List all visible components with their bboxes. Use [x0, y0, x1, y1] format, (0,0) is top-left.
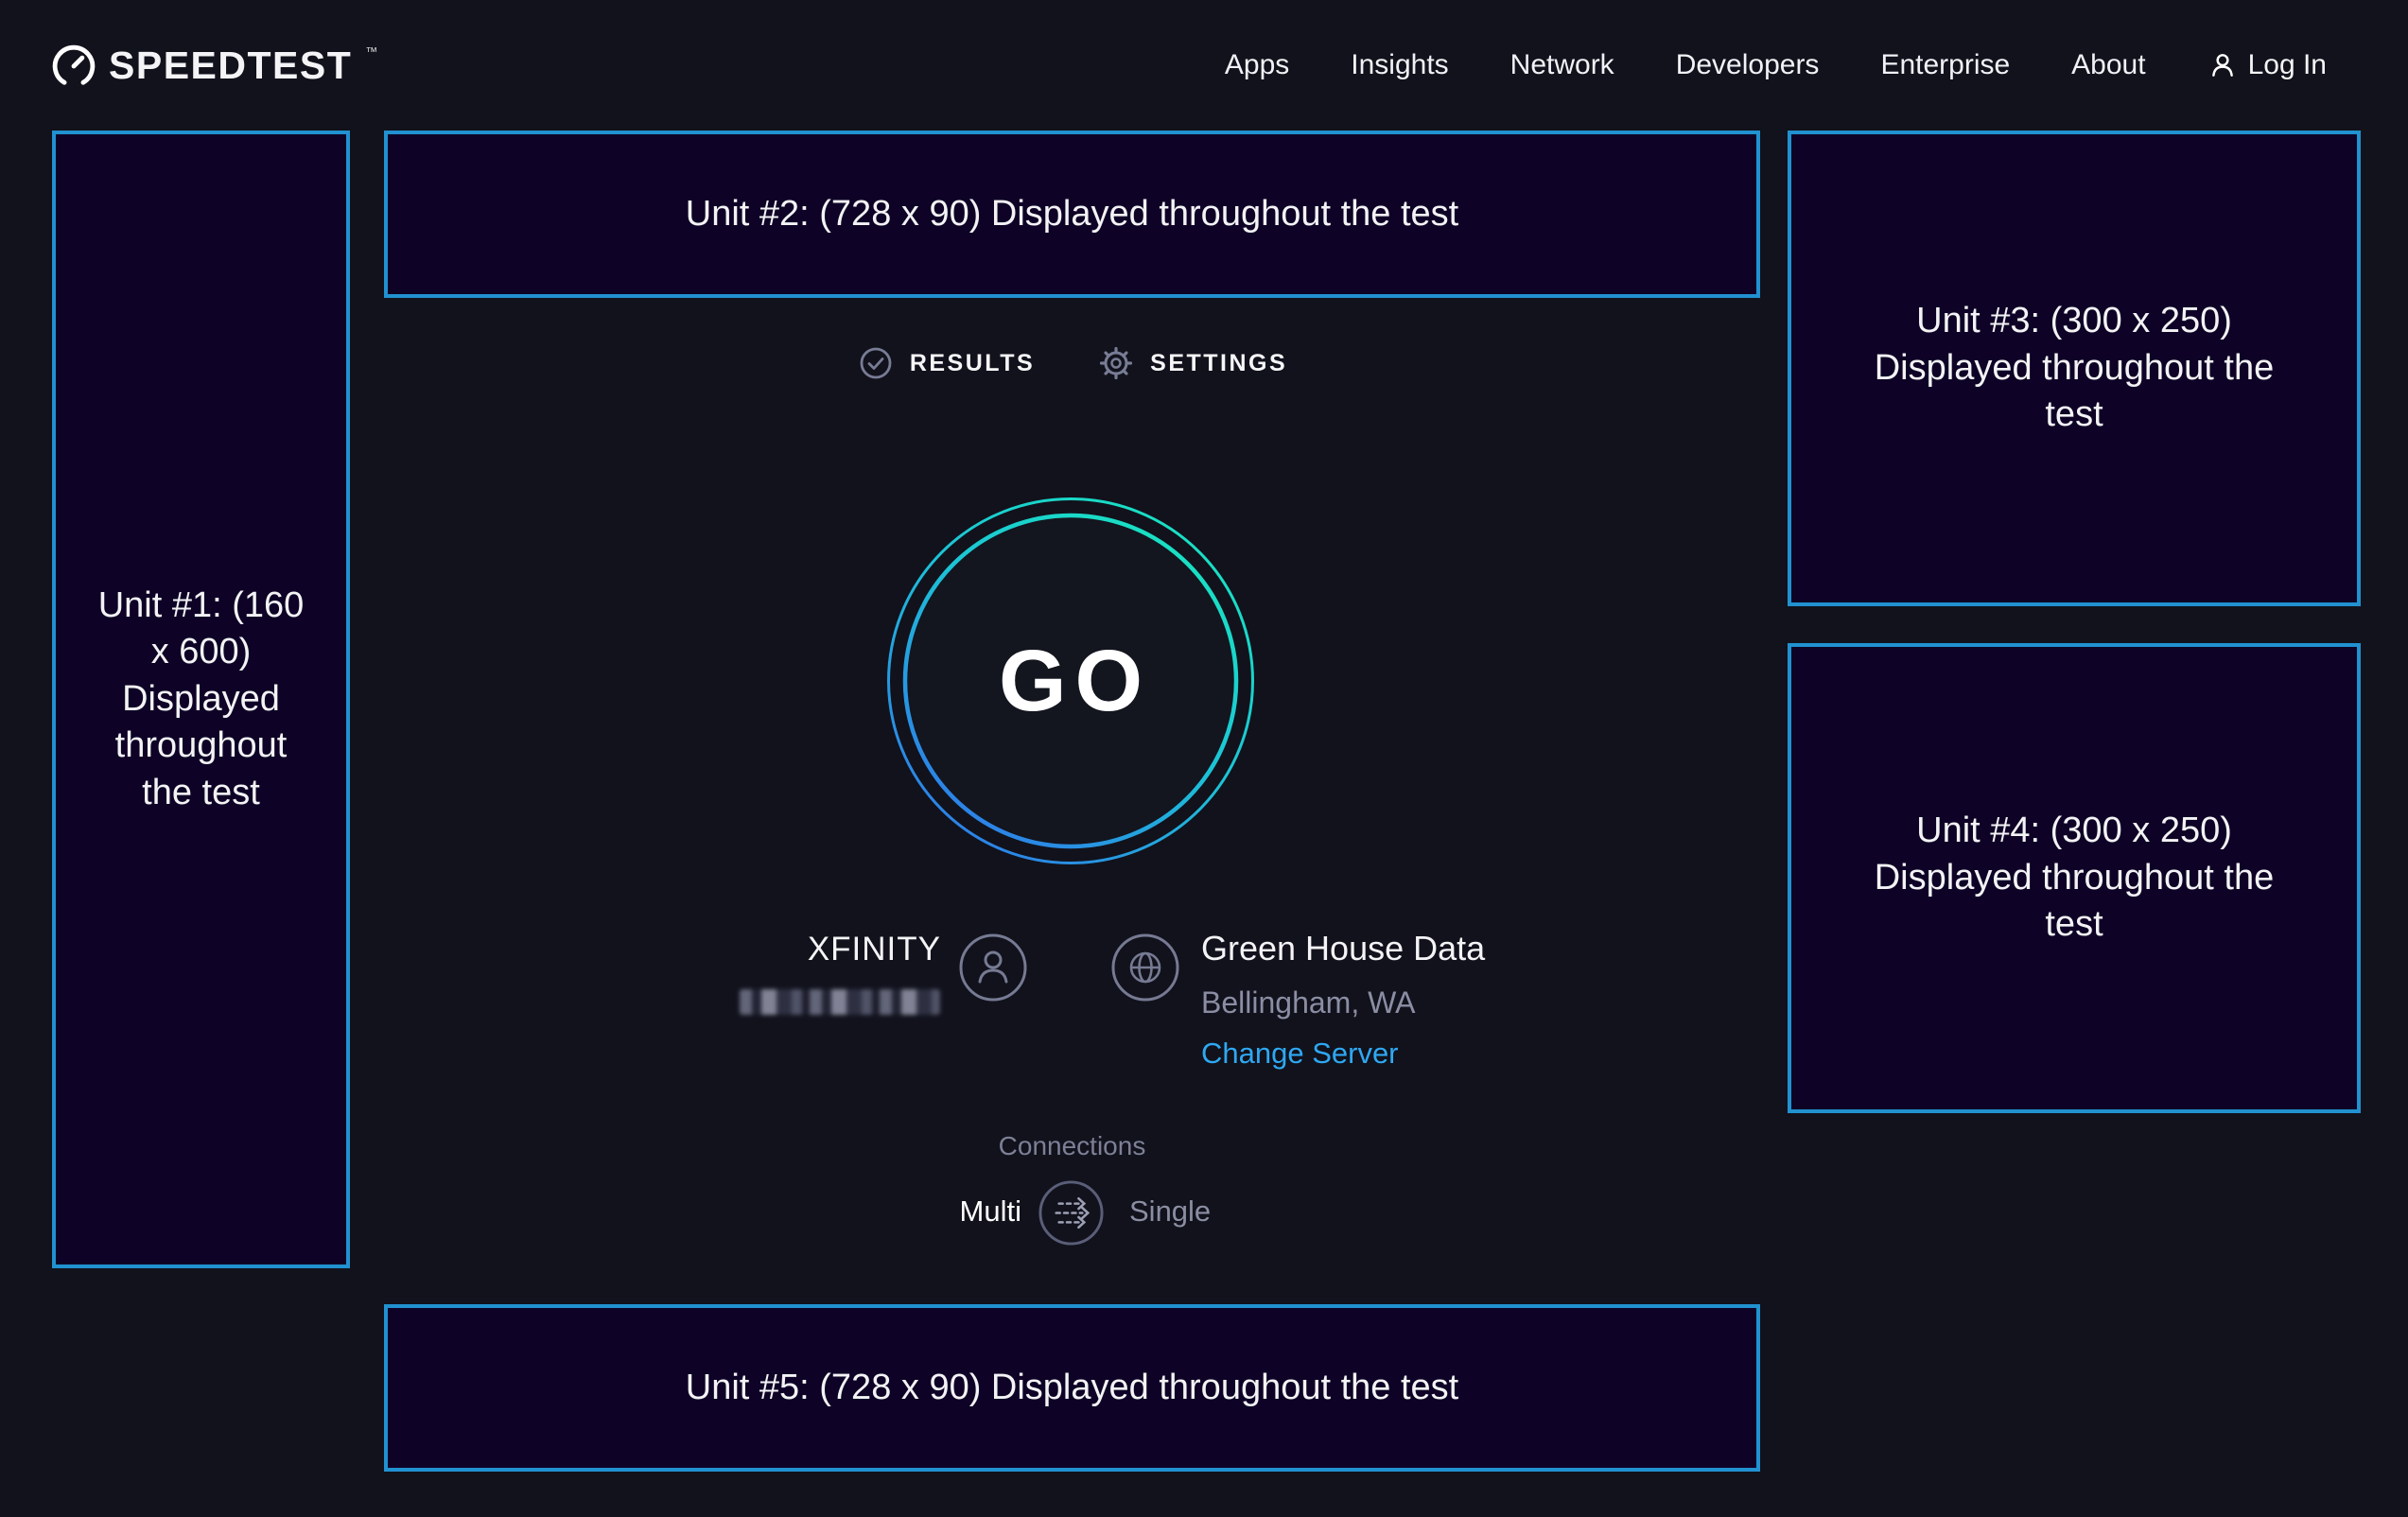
ad-unit-1: Unit #1: (160 x 600) Displayed throughou… [52, 131, 350, 1268]
ad-unit-4: Unit #4: (300 x 250) Displayed throughou… [1788, 643, 2361, 1113]
ad-unit-5: Unit #5: (728 x 90) Displayed throughout… [384, 1304, 1760, 1472]
logo-text: SPEEDTEST [109, 44, 353, 87]
gear-icon [1097, 344, 1135, 382]
ip-address-redacted [740, 989, 940, 1015]
globe-icon [1110, 933, 1180, 1003]
nav-item-apps[interactable]: Apps [1224, 49, 1290, 80]
nav-item-insights[interactable]: Insights [1351, 49, 1449, 80]
ad-unit-3: Unit #3: (300 x 250) Displayed throughou… [1788, 131, 2361, 606]
tab-results[interactable]: RESULTS [857, 344, 1035, 382]
top-nav: SPEEDTEST ™ Apps Insights Network Develo… [0, 0, 2408, 131]
login-button[interactable]: Log In [2207, 49, 2327, 81]
tab-settings[interactable]: SETTINGS [1097, 344, 1287, 382]
ad-unit-2: Unit #2: (728 x 90) Displayed throughout… [384, 131, 1760, 298]
person-circle-icon [958, 933, 1028, 1003]
change-server-link[interactable]: Change Server [1201, 1037, 1399, 1070]
ad-unit-3-text: Unit #3: (300 x 250) Displayed throughou… [1874, 301, 2275, 435]
ad-unit-4-text: Unit #4: (300 x 250) Displayed throughou… [1874, 811, 2275, 945]
tab-settings-label: SETTINGS [1150, 349, 1288, 376]
logo[interactable]: SPEEDTEST ™ [52, 43, 377, 88]
multi-arrows-icon[interactable] [1037, 1178, 1106, 1247]
ad-unit-2-text: Unit #2: (728 x 90) Displayed throughout… [685, 193, 1459, 234]
server-location: Bellingham, WA [1201, 985, 1416, 1020]
server-name: Green House Data [1201, 929, 1486, 968]
nav-item-network[interactable]: Network [1509, 49, 1614, 80]
connections-multi-option[interactable]: Multi [959, 1194, 1021, 1228]
ad-unit-1-text: Unit #1: (160 x 600) Displayed throughou… [97, 585, 305, 812]
nav-item-enterprise[interactable]: Enterprise [1880, 49, 2011, 80]
ad-unit-5-text: Unit #5: (728 x 90) Displayed throughout… [685, 1367, 1459, 1407]
check-circle-icon [857, 344, 895, 382]
nav-item-developers[interactable]: Developers [1675, 49, 1820, 80]
trademark-mark: ™ [365, 44, 378, 59]
go-button[interactable]: GO [886, 497, 1255, 865]
gauge-icon [52, 43, 96, 88]
connections-label: Connections [998, 1131, 1146, 1160]
isp-name: XFINITY [807, 931, 941, 968]
tab-results-label: RESULTS [909, 349, 1036, 376]
connections-single-option[interactable]: Single [1129, 1194, 1212, 1228]
login-label: Log In [2247, 49, 2327, 80]
main-nav: Apps Insights Network Developers Enterpr… [1225, 49, 2146, 81]
view-tabs: RESULTS [384, 340, 1760, 386]
go-button-label: GO [998, 632, 1152, 729]
person-icon [2207, 50, 2238, 80]
nav-item-about[interactable]: About [2071, 49, 2146, 80]
